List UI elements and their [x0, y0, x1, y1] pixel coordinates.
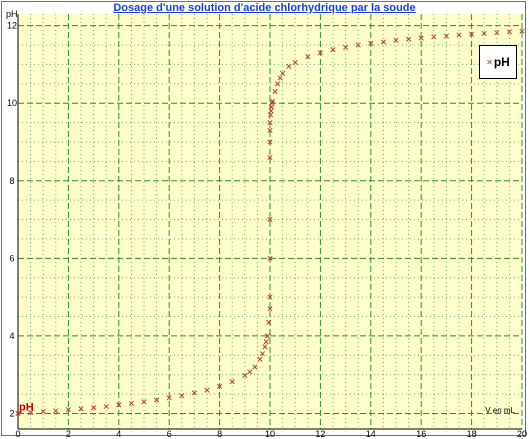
data-point-marker [262, 344, 268, 350]
data-point-marker [267, 306, 273, 312]
data-point-marker [91, 405, 97, 411]
data-point-marker [40, 408, 46, 415]
data-point-marker [15, 410, 21, 417]
data-point-marker [269, 98, 276, 104]
x-tick-label: 4 [116, 429, 121, 439]
data-point-marker [393, 37, 399, 43]
legend-label: pH [493, 55, 510, 69]
data-point-marker [443, 33, 449, 39]
data-point-marker [247, 369, 253, 375]
x-tick-label: 16 [416, 429, 426, 439]
data-point-marker [469, 31, 475, 37]
x-tick-label: 20 [517, 429, 527, 439]
y-axis-label: pH [6, 9, 18, 19]
data-point-marker [116, 402, 122, 408]
data-point-marker [267, 154, 273, 161]
data-point-marker [519, 28, 525, 34]
data-point-marker [128, 400, 134, 406]
data-point-marker [154, 397, 160, 403]
data-point-marker [292, 59, 298, 66]
x-tick-label: 10 [265, 429, 275, 439]
data-point-marker [53, 408, 59, 414]
x-tick-label: 8 [217, 429, 222, 439]
data-point-marker [78, 406, 84, 412]
chart-title: Dosage d'une solution d'acide chlorhydri… [113, 2, 416, 14]
data-point-marker [343, 44, 349, 50]
data-point-marker [330, 47, 336, 53]
data-point-marker [355, 42, 361, 48]
data-point-marker [267, 217, 273, 223]
x-tick-label: 0 [15, 429, 20, 439]
data-point-marker [481, 30, 487, 36]
data-point-marker [380, 39, 386, 45]
data-point-marker [431, 34, 437, 40]
data-point-marker [267, 120, 273, 126]
y-tick-label: 2 [9, 408, 14, 418]
y-tick-label: 12 [7, 21, 17, 31]
data-point-marker [204, 387, 210, 393]
data-point-marker [280, 70, 286, 76]
x-axis-label: V en mL [485, 406, 515, 415]
data-point-marker [267, 139, 273, 145]
data-point-marker [317, 50, 323, 56]
data-point-marker [418, 35, 424, 41]
data-point-marker [305, 54, 311, 60]
data-point-marker [266, 319, 272, 325]
data-point-marker [406, 36, 412, 42]
data-point-marker [506, 29, 512, 35]
data-point-marker [264, 333, 271, 339]
data-point-marker [275, 81, 281, 87]
data-point-marker [494, 30, 500, 36]
data-point-marker [28, 410, 34, 416]
x-tick-label: 18 [467, 429, 477, 439]
data-point-marker [368, 40, 374, 47]
data-point-marker [277, 75, 283, 81]
data-point-marker [272, 89, 278, 95]
x-tick-label: 2 [66, 429, 71, 439]
series-start-label: pH [19, 401, 34, 413]
data-point-marker [242, 372, 248, 379]
y-tick-label: 4 [9, 331, 14, 341]
data-point-marker [263, 339, 269, 345]
data-point-marker [267, 255, 273, 261]
data-point-marker [217, 383, 223, 389]
x-tick-label: 12 [315, 429, 325, 439]
data-point-marker [456, 32, 462, 38]
legend-marker-icon: ✕ [486, 57, 493, 67]
data-point-marker [259, 351, 265, 357]
data-point-marker [179, 393, 185, 399]
data-point-marker [166, 395, 172, 401]
data-point-marker [252, 364, 258, 370]
data-point-marker [65, 407, 71, 413]
data-point-marker [141, 399, 147, 405]
data-point-marker [229, 379, 235, 385]
data-point-marker [267, 294, 273, 300]
x-tick-label: 6 [167, 429, 172, 439]
data-point-marker [103, 403, 109, 410]
y-tick-label: 8 [9, 176, 14, 186]
x-tick-label: 14 [366, 429, 376, 439]
y-tick-label: 6 [9, 253, 14, 263]
data-point-marker [286, 63, 292, 69]
data-point-marker [191, 390, 197, 396]
data-point-marker [257, 356, 263, 362]
y-tick-label: 10 [7, 98, 17, 108]
legend-box: ✕ pH [479, 45, 517, 79]
data-point-marker [267, 127, 273, 133]
